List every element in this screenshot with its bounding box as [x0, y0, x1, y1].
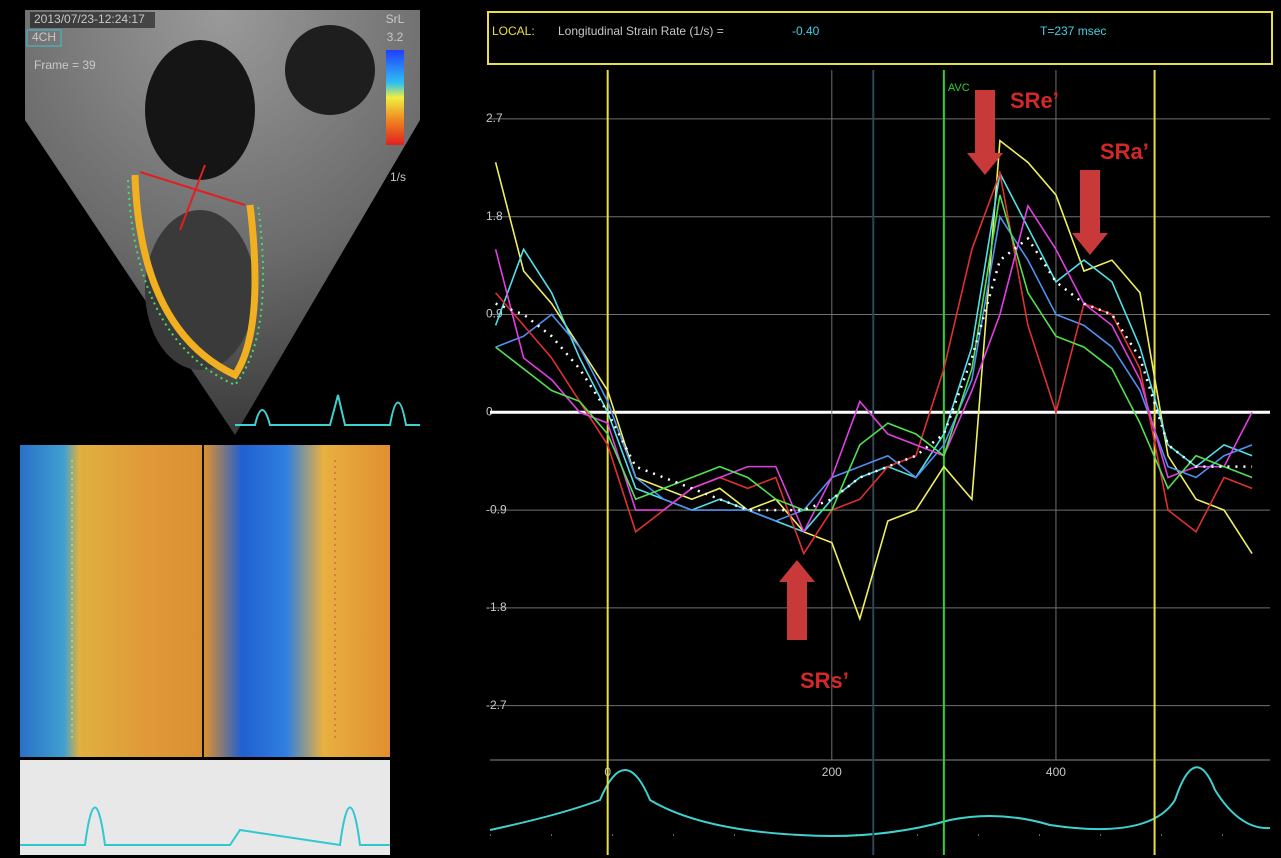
scale-unit: 1/s	[390, 170, 406, 184]
color-scale	[386, 50, 404, 145]
x-tick-label: 200	[822, 765, 842, 779]
event-label: AVC	[948, 82, 970, 94]
scale-max: 3.2	[387, 30, 404, 44]
y-tick-label: -0.9	[486, 502, 507, 516]
scale-title: SrL	[386, 12, 405, 26]
y-tick-label: -1.8	[486, 600, 507, 614]
x-tick-label: 400	[1046, 765, 1066, 779]
chamber	[145, 40, 255, 180]
annotation: SRs’	[800, 668, 849, 693]
frame-label: Frame = 39	[34, 58, 96, 72]
view-label: 4CH	[32, 30, 56, 44]
mmode-echo	[20, 760, 390, 855]
header-mode: LOCAL:	[492, 24, 535, 38]
timestamp: 2013/07/23-12:24:17	[34, 12, 145, 26]
y-tick-label: 1.8	[486, 209, 503, 223]
annotation: SRe’	[1010, 88, 1059, 113]
header-time: T=237 msec	[1040, 24, 1106, 38]
screen: 2013/07/23-12:24:17 4CH Frame = 39 SrL 3…	[0, 0, 1281, 858]
chamber	[285, 25, 375, 115]
chamber	[145, 210, 255, 370]
header-value: -0.40	[792, 24, 820, 38]
header-measure: Longitudinal Strain Rate (1/s) =	[558, 24, 724, 38]
annotation: SRa’	[1100, 139, 1149, 164]
y-tick-label: -2.7	[486, 698, 507, 712]
y-tick-label: 2.7	[486, 111, 503, 125]
